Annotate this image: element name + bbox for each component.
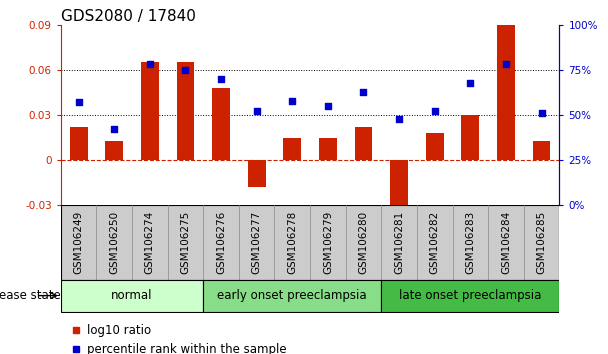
Point [501, 62, 511, 67]
Point [74, 99, 83, 105]
Point [359, 89, 368, 95]
Point [252, 109, 261, 114]
Point [288, 98, 297, 103]
Bar [70, 127, 88, 160]
Text: GSM106282: GSM106282 [430, 211, 440, 274]
Bar [319, 138, 337, 160]
Text: GSM106249: GSM106249 [74, 211, 84, 274]
Text: normal: normal [111, 289, 153, 302]
Bar [283, 138, 301, 160]
Bar [61, 280, 203, 312]
Point [466, 80, 475, 85]
Text: GSM106281: GSM106281 [394, 211, 404, 274]
Bar [176, 62, 195, 160]
Point [216, 76, 226, 82]
Bar [105, 141, 123, 160]
Point [537, 110, 547, 116]
Text: GSM106275: GSM106275 [181, 211, 190, 274]
Text: disease state: disease state [0, 289, 61, 302]
Text: GSM106283: GSM106283 [465, 211, 475, 274]
Bar [426, 133, 444, 160]
Text: GSM106280: GSM106280 [359, 211, 368, 274]
Point [145, 62, 154, 67]
Bar [390, 160, 408, 210]
Bar [461, 115, 479, 160]
Text: GSM106277: GSM106277 [252, 211, 261, 274]
Text: late onset preeclampsia: late onset preeclampsia [399, 289, 542, 302]
Bar [533, 141, 550, 160]
Bar [247, 160, 266, 187]
Bar [497, 22, 515, 160]
Text: GSM106276: GSM106276 [216, 211, 226, 274]
Text: GSM106279: GSM106279 [323, 211, 333, 274]
Point [323, 103, 333, 109]
Text: GSM106274: GSM106274 [145, 211, 155, 274]
Text: GSM106278: GSM106278 [287, 211, 297, 274]
Bar [212, 88, 230, 160]
Bar [354, 127, 372, 160]
Bar [141, 62, 159, 160]
Text: GSM106285: GSM106285 [536, 211, 547, 274]
Bar [381, 280, 559, 312]
Point [181, 67, 190, 73]
Point [394, 116, 404, 121]
Text: GSM106284: GSM106284 [501, 211, 511, 274]
Text: early onset preeclampsia: early onset preeclampsia [218, 289, 367, 302]
Legend: log10 ratio, percentile rank within the sample: log10 ratio, percentile rank within the … [67, 319, 291, 354]
Text: GDS2080 / 17840: GDS2080 / 17840 [61, 8, 196, 24]
Point [430, 109, 440, 114]
Point [109, 127, 119, 132]
Text: GSM106250: GSM106250 [109, 211, 119, 274]
Bar [203, 280, 381, 312]
